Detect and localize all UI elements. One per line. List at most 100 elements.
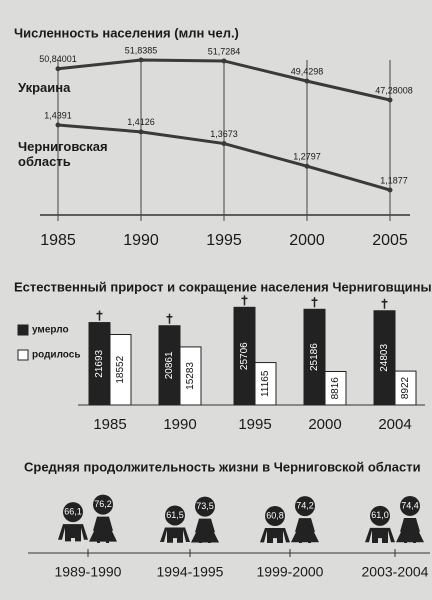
person-icon [365,505,395,543]
legend-swatch [17,324,29,336]
series-label: Черниговская область [18,139,108,169]
person-icon [291,496,319,543]
point [55,66,61,72]
value-label: 8922 [400,376,411,399]
series-label: Украина [18,80,71,95]
person-body [160,527,190,543]
x-tick-label: 1990 [163,416,196,433]
person-head [265,506,285,527]
value-label: 21693 [94,349,105,377]
cross-icon [241,295,248,306]
person-head [93,494,113,515]
value-label: 73,5 [196,501,214,511]
point [138,57,144,63]
person-body [291,518,319,543]
person-body [365,527,395,543]
point [221,141,227,147]
value-label: 1,3673 [210,129,238,139]
value-label: 51,8385 [125,45,158,55]
value-label: 74,4 [401,500,419,510]
legend-label: умерло [32,325,69,336]
bar [109,334,132,406]
value-label: 66,1 [64,506,82,516]
person-icon [191,496,219,543]
value-label: 47,28008 [375,85,413,95]
person-head [165,505,185,526]
cross-icon [166,313,173,324]
point [221,58,227,64]
person-body [191,518,219,543]
value-label: 11165 [260,370,271,397]
x-tick-label: 1995 [206,232,242,249]
x-tick-label: 2003-2004 [362,564,429,580]
value-label: 61,5 [166,510,184,520]
person-body [58,524,88,542]
point [55,122,61,128]
bar [394,370,417,406]
point [304,163,310,169]
value-label: 1,4391 [44,110,72,120]
person-head [295,496,315,517]
value-label: 15283 [185,362,196,390]
cross-icon [311,297,318,308]
chart-title: Средняя продолжительность жизни в Черниг… [24,459,421,474]
x-tick-label: 2004 [378,416,411,433]
bar [233,306,256,406]
x-tick-label: 1994-1995 [157,564,224,580]
chart-title: Численность населения (млн чел.) [14,25,239,40]
person-head [400,495,420,516]
value-label: 18552 [115,355,126,383]
x-tick-label: 1989-1990 [55,564,122,580]
point [387,187,393,193]
value-label: 24803 [379,344,390,372]
value-label: 25186 [309,343,320,371]
value-label: 1,4126 [127,117,155,127]
value-label: 50,84001 [39,54,77,64]
value-label: 8816 [330,377,341,400]
value-label: 76,2 [94,499,112,509]
x-tick-label: 2005 [372,232,408,249]
cross-icon [381,298,388,309]
value-label: 1,1877 [380,175,408,185]
legend-swatch [17,349,29,361]
legend-label: родилось [32,350,81,361]
value-label: 60,8 [266,510,284,520]
value-label: 61,0 [371,510,389,520]
bar [324,370,347,406]
bar [179,346,202,406]
value-label: 74,2 [296,500,314,510]
value-label: 1,2797 [293,152,321,162]
chart-title: Естественный прирост и сокращение населе… [14,279,432,294]
person-body [260,528,290,544]
person-icon [89,494,117,543]
bar [303,308,326,406]
cross-icon [96,310,103,321]
value-label: 49,4298 [291,67,324,77]
x-tick-label: 1999-2000 [257,564,324,580]
person-icon [396,495,424,543]
person-icon [160,505,190,543]
x-tick-label: 2000 [289,232,325,249]
person-head [63,502,83,523]
value-label: 51,7284 [208,46,241,56]
point [387,97,393,103]
bar [373,310,396,406]
person-icon [260,506,290,544]
person-body [396,517,424,543]
person-icon [58,502,88,542]
value-label: 25706 [239,342,250,370]
point [304,78,310,84]
x-tick-label: 1985 [40,232,76,249]
bar [254,362,277,406]
x-tick-label: 1995 [238,416,271,433]
person-body [89,516,117,543]
x-tick-label: 1990 [123,232,159,249]
point [138,129,144,135]
person-head [195,496,215,517]
person-head [370,505,390,526]
x-tick-label: 2000 [308,416,341,433]
value-label: 20861 [164,351,175,379]
x-tick-label: 1985 [93,416,126,433]
